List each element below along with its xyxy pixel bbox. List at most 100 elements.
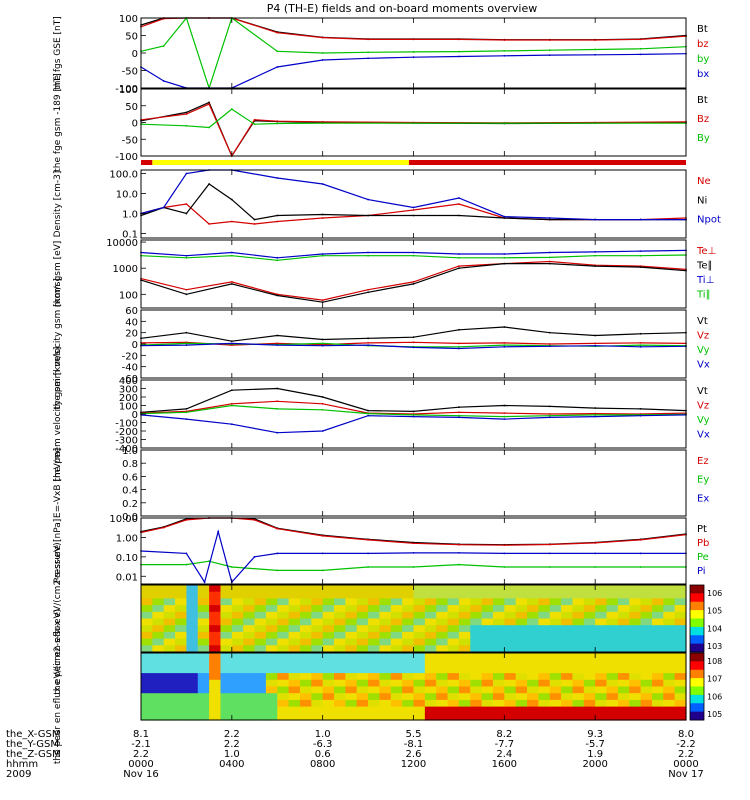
heatmap-cell	[345, 673, 358, 681]
heatmap-cell	[186, 598, 199, 606]
heatmap-cell	[402, 625, 415, 633]
heatmap-cell	[311, 625, 324, 633]
heatmap-cell	[231, 631, 244, 640]
heatmap-cell	[334, 713, 346, 721]
heatmap-cell	[606, 713, 619, 721]
heatmap-cell	[651, 699, 664, 708]
orbit-cell: 2.2	[224, 729, 240, 740]
heatmap-cell	[299, 598, 312, 606]
y-tick-label: -20	[122, 351, 138, 362]
heatmap-cell	[561, 605, 574, 613]
heatmap-cell	[424, 713, 437, 721]
heatmap-cell	[561, 653, 574, 661]
legend-entry: Vz	[697, 401, 709, 412]
heatmap-cell	[583, 625, 596, 633]
heatmap-cell	[356, 653, 369, 661]
legend-entry: Te⊥	[696, 246, 716, 257]
data-point	[458, 50, 460, 53]
data-point	[639, 344, 642, 347]
data-point	[639, 566, 642, 568]
heatmap-cell	[311, 638, 324, 646]
data-point	[367, 251, 369, 254]
data-point	[458, 203, 460, 205]
heatmap-cell	[220, 625, 233, 633]
heatmap-cell	[265, 585, 278, 593]
heatmap-cell	[299, 699, 312, 708]
heatmap-cell	[595, 679, 608, 688]
heatmap-cell	[629, 611, 642, 620]
data-point	[230, 220, 233, 223]
y-tick-label: 0.8	[122, 459, 138, 470]
heatmap-cell	[663, 645, 676, 653]
heatmap-cell	[390, 591, 403, 599]
heatmap-cell	[209, 611, 222, 620]
heatmap-cell	[254, 591, 267, 599]
heatmap-cell	[368, 699, 381, 708]
heatmap-cell	[141, 611, 153, 620]
heatmap-cell	[458, 713, 471, 721]
data-point	[321, 408, 324, 411]
heatmap-cell	[651, 713, 664, 721]
heatmap-cell	[209, 638, 222, 646]
heatmap-cell	[152, 679, 165, 688]
heatmap-cell	[334, 653, 346, 661]
heatmap-cell	[379, 706, 392, 714]
heatmap-cell	[515, 638, 528, 646]
heatmap-cell	[447, 605, 460, 613]
heatmap-cell	[413, 679, 426, 688]
heatmap-cell	[186, 673, 199, 681]
heatmap-cell	[447, 713, 460, 721]
heatmap-cell	[527, 713, 539, 721]
heatmap-cell	[288, 706, 301, 714]
colorbar-tick-label: 105	[707, 607, 722, 616]
data-point	[503, 253, 506, 255]
heatmap-cell	[299, 659, 312, 667]
heatmap-cell	[175, 638, 188, 646]
heatmap-cell	[504, 598, 517, 606]
heatmap-cell	[356, 638, 369, 646]
heatmap-cell	[288, 679, 301, 688]
heatmap-cell	[663, 679, 676, 688]
heatmap-cell	[413, 659, 426, 667]
colorbar-tick-label: 106	[707, 692, 722, 701]
data-point	[412, 56, 415, 59]
data-point	[412, 51, 415, 53]
heatmap-cell	[220, 631, 233, 640]
heatmap-cell	[458, 591, 471, 599]
heatmap-cell	[243, 618, 256, 626]
heatmap-cell	[606, 591, 619, 599]
heatmap-cell	[504, 653, 517, 661]
data-point	[185, 408, 188, 410]
heatmap-cell	[254, 598, 267, 606]
heatmap-cell	[538, 631, 551, 640]
orbit-table: the_X-GSMthe_Y-GSMthe_Z-GSMhhmm20098.1-2…	[6, 729, 704, 780]
heatmap-cell	[186, 659, 199, 667]
heatmap-cell	[299, 666, 312, 674]
data-point	[594, 413, 597, 416]
heatmap-cell	[197, 598, 210, 606]
heatmap-cell	[663, 585, 676, 593]
panel-frame	[140, 239, 687, 309]
heatmap-cell	[243, 611, 256, 620]
heatmap-cell	[197, 693, 210, 701]
data-point	[230, 566, 233, 568]
heatmap-cell	[254, 673, 267, 681]
heatmap-cell	[368, 585, 381, 593]
heatmap-cell	[277, 605, 290, 613]
status-segment	[141, 160, 153, 165]
data-point	[412, 38, 415, 41]
heatmap-cell	[163, 686, 176, 694]
heatmap-cell	[288, 611, 301, 620]
heatmap-cell	[277, 666, 290, 674]
heatmap-cell	[583, 706, 596, 714]
heatmap-cell	[152, 618, 165, 626]
data-point	[367, 291, 369, 294]
data-point	[321, 344, 324, 347]
heatmap-cell	[288, 585, 301, 593]
data-point	[594, 122, 597, 125]
heatmap-cell	[481, 625, 494, 633]
heatmap-cell	[379, 679, 392, 688]
y-tick-label: -50	[122, 135, 138, 146]
heatmap-cell	[220, 693, 233, 701]
series-line	[140, 169, 686, 221]
